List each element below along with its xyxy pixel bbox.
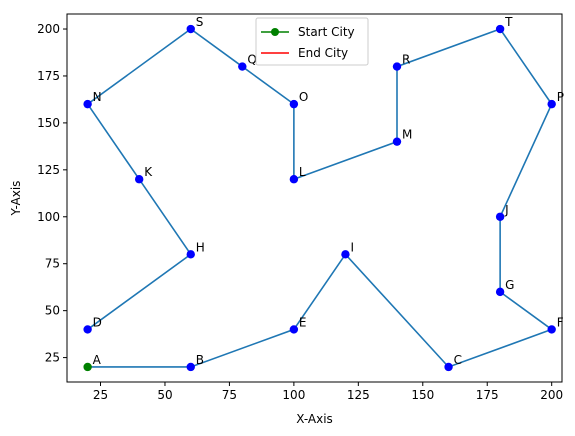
city-label-p: P: [557, 90, 564, 104]
plot-frame: [66, 13, 563, 383]
city-point-q: [238, 62, 247, 71]
city-label-m: M: [402, 128, 412, 142]
x-tick-label: 100: [282, 388, 305, 402]
legend-end-label: End City: [298, 46, 348, 60]
city-label-b: B: [196, 353, 204, 367]
city-points: [83, 24, 556, 372]
legend: Start City End City: [255, 17, 369, 66]
x-axis-ticks: 25 50 75 100 125 150 175 200: [93, 382, 563, 402]
city-label-e: E: [299, 315, 307, 329]
city-label-g: G: [505, 278, 514, 292]
city-label-j: J: [504, 203, 509, 217]
x-tick-label: 50: [157, 388, 172, 402]
city-label-f: F: [557, 315, 564, 329]
city-point-p: [547, 99, 556, 109]
y-tick-label: 175: [37, 69, 60, 83]
city-label-q: Q: [247, 53, 256, 67]
city-point-i: [341, 250, 350, 259]
city-point-n: [83, 99, 92, 109]
y-tick-label: 75: [45, 257, 60, 271]
city-point-a: [83, 362, 92, 372]
city-label-a: A: [93, 353, 102, 367]
city-label-c: C: [454, 353, 462, 367]
city-label-i: I: [350, 240, 354, 254]
city-label-h: H: [196, 240, 205, 254]
y-tick-label: 150: [37, 116, 60, 130]
legend-start-label: Start City: [298, 25, 355, 39]
city-point-s: [186, 24, 195, 34]
city-label-l: L: [299, 165, 306, 179]
route-layer: [86, 28, 554, 368]
city-point-d: [83, 325, 92, 334]
city-label-d: D: [93, 315, 102, 329]
city-point-k: [134, 175, 144, 184]
city-point-m: [392, 137, 402, 146]
city-label-t: T: [504, 15, 513, 29]
city-label-s: S: [196, 15, 204, 29]
x-tick-label: 75: [222, 388, 237, 402]
city-label-r: R: [402, 53, 410, 67]
y-tick-label: 100: [37, 210, 60, 224]
city-point-h: [186, 250, 195, 259]
y-tick-label: 25: [45, 351, 60, 365]
city-point-g: [495, 287, 505, 297]
city-label-o: O: [299, 90, 308, 104]
x-tick-label: 125: [347, 388, 370, 402]
y-axis-ticks: 25 50 75 100 125 150 175 200: [37, 22, 67, 365]
city-point-l: [289, 175, 299, 184]
legend-start-marker: [271, 28, 279, 36]
y-axis-label: Y-Axis: [9, 181, 23, 217]
x-axis-label: X-Axis: [296, 412, 333, 426]
x-tick-label: 175: [476, 388, 499, 402]
city-point-b: [186, 362, 195, 372]
x-tick-label: 150: [411, 388, 434, 402]
city-point-r: [392, 62, 402, 71]
y-tick-label: 200: [37, 22, 60, 36]
x-tick-label: 25: [93, 388, 108, 402]
city-point-c: [444, 362, 453, 372]
y-tick-label: 125: [37, 163, 60, 177]
city-point-f: [547, 325, 556, 334]
route-line: [86, 28, 554, 368]
city-point-j: [495, 212, 505, 221]
city-label-k: K: [144, 165, 153, 179]
city-label-n: N: [93, 90, 102, 104]
city-point-o: [289, 99, 299, 109]
x-tick-label: 200: [540, 388, 563, 402]
city-labels: A B C D E F G H I J K L M N O P Q R S T: [93, 15, 564, 367]
city-point-e: [289, 325, 299, 334]
city-point-t: [495, 24, 505, 34]
y-tick-label: 50: [45, 304, 60, 318]
